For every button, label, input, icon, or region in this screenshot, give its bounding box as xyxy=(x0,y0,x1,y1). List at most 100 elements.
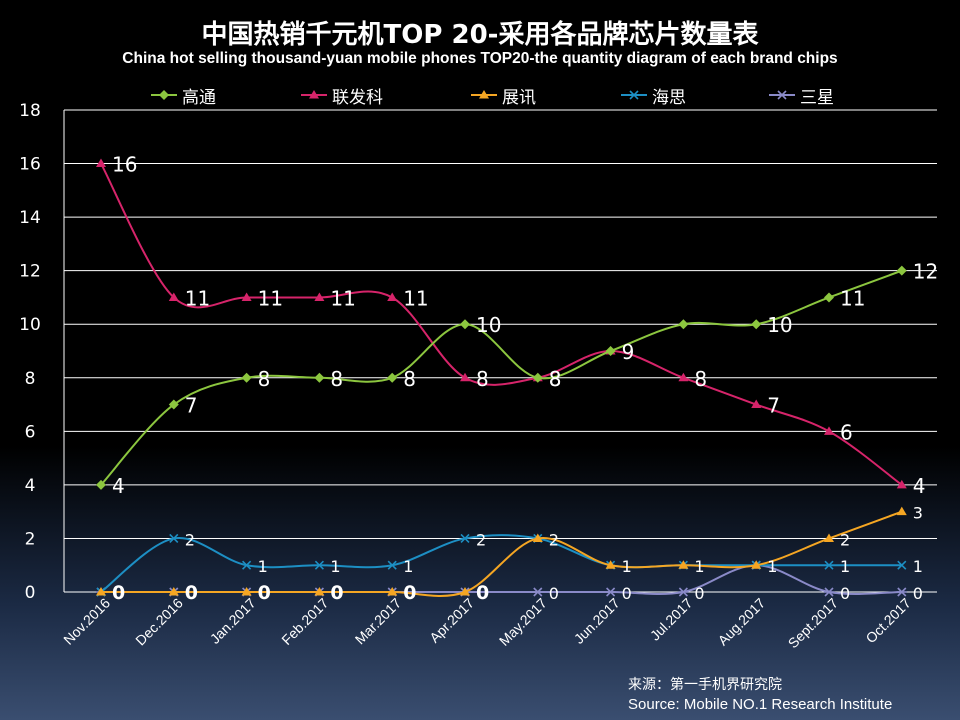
y-tick-label-6: 6 xyxy=(25,422,36,442)
point-hisilicon-2 xyxy=(242,560,252,570)
data-label-mediatek-11: 4 xyxy=(913,474,926,498)
y-tick-label-18: 18 xyxy=(19,101,41,121)
y-tick-label-14: 14 xyxy=(19,208,41,228)
point-mediatek-3 xyxy=(314,292,325,301)
point-mediatek-10 xyxy=(824,426,834,435)
point-mediatek-5 xyxy=(460,372,470,382)
point-qualcomm-1 xyxy=(168,399,179,410)
y-tick-label-10: 10 xyxy=(19,315,41,335)
data-label-samsung-11: 0 xyxy=(913,584,923,603)
x-tick-label-5: Apr.2017 xyxy=(426,595,477,646)
data-label-qualcomm-4: 8 xyxy=(403,367,416,391)
data-label-qualcomm-2: 8 xyxy=(258,367,271,391)
data-label-spreadtrum-4: 0 xyxy=(403,582,416,604)
point-qualcomm-6 xyxy=(532,372,543,383)
data-label-qualcomm-0: 4 xyxy=(112,474,125,498)
source-en: Source: Mobile NO.1 Research Institute xyxy=(628,696,893,713)
data-label-samsung-8: 0 xyxy=(694,584,704,603)
point-hisilicon-3 xyxy=(314,560,324,570)
chart-title: 中国热销千元机TOP 20-采用各品牌芯片数量表 xyxy=(201,20,759,50)
data-label-spreadtrum-1: 0 xyxy=(185,582,198,604)
legend-item-samsung: 三星 xyxy=(768,82,834,108)
point-qualcomm-10 xyxy=(824,292,834,303)
data-label-hisilicon-4: 1 xyxy=(403,557,413,576)
data-label-samsung-6: 0 xyxy=(549,584,559,603)
point-hisilicon-1 xyxy=(169,533,179,544)
point-qualcomm-11 xyxy=(896,265,907,276)
point-mediatek-4 xyxy=(387,292,398,301)
point-qualcomm-8 xyxy=(678,319,689,330)
point-samsung-6 xyxy=(532,587,543,597)
y-tick-label-16: 16 xyxy=(19,155,41,175)
data-label-qualcomm-3: 8 xyxy=(330,367,343,391)
data-label-mediatek-8: 8 xyxy=(694,367,707,391)
point-hisilicon-4 xyxy=(387,560,397,570)
legend-swatch-qualcomm xyxy=(151,90,177,100)
data-label-qualcomm-11: 12 xyxy=(913,260,938,284)
x-tick-label-7: Jun.2017 xyxy=(571,595,623,647)
legend-item-qualcomm: 高通 xyxy=(150,82,216,108)
data-label-hisilicon-1: 2 xyxy=(185,530,195,549)
data-label-qualcomm-6: 8 xyxy=(549,367,562,391)
x-tick-label-0: Nov.2016 xyxy=(60,595,113,648)
point-spreadtrum-10 xyxy=(824,533,834,542)
point-qualcomm-9 xyxy=(751,319,762,330)
legend-marker xyxy=(309,90,319,99)
point-mediatek-8 xyxy=(678,372,689,382)
point-mediatek-1 xyxy=(168,292,179,301)
point-qualcomm-0 xyxy=(96,479,106,490)
point-qualcomm-4 xyxy=(387,372,398,383)
data-label-spreadtrum-5: 0 xyxy=(476,582,489,604)
legend-marker xyxy=(777,90,787,100)
data-label-mediatek-0: 16 xyxy=(112,153,137,177)
point-qualcomm-7 xyxy=(605,346,616,356)
point-spreadtrum-3 xyxy=(314,587,325,596)
legend-swatch-samsung xyxy=(769,90,795,100)
data-label-spreadtrum-11: 3 xyxy=(913,504,923,523)
legend-swatch-hisilicon xyxy=(621,90,647,100)
data-label-mediatek-9: 7 xyxy=(767,394,780,418)
point-samsung-8 xyxy=(678,587,689,597)
data-label-qualcomm-10: 11 xyxy=(840,286,865,310)
point-spreadtrum-1 xyxy=(168,587,179,596)
point-mediatek-2 xyxy=(241,292,252,301)
point-qualcomm-2 xyxy=(241,372,252,383)
legend-item-hisilicon: 海思 xyxy=(620,82,686,108)
x-tick-label-10: Sept.2017 xyxy=(785,595,842,652)
data-label-mediatek-2: 11 xyxy=(258,286,283,310)
y-tick-label-2: 2 xyxy=(25,529,36,549)
legend-item-spreadtrum: 展讯 xyxy=(470,82,536,108)
legend-swatch-mediatek xyxy=(301,90,327,99)
y-tick-label-0: 0 xyxy=(25,583,36,603)
source-cn: 来源：第一手机界研究院 xyxy=(628,677,782,693)
point-hisilicon-11 xyxy=(897,560,907,570)
point-spreadtrum-9 xyxy=(751,560,762,569)
legend-label-spreadtrum: 展讯 xyxy=(502,87,536,108)
data-label-hisilicon-11: 1 xyxy=(913,557,923,576)
point-samsung-10 xyxy=(824,587,834,597)
x-tick-label-2: Jan.2017 xyxy=(207,595,259,647)
data-label-mediatek-6: 8 xyxy=(549,367,562,391)
data-label-spreadtrum-6: 2 xyxy=(549,530,559,549)
data-label-spreadtrum-2: 0 xyxy=(258,582,271,604)
data-label-spreadtrum-3: 0 xyxy=(330,582,343,604)
data-label-samsung-7: 0 xyxy=(622,584,632,603)
data-label-hisilicon-8: 1 xyxy=(694,557,704,576)
chart-subtitle: China hot selling thousand-yuan mobile p… xyxy=(122,50,838,67)
legend-item-mediatek: 联发科 xyxy=(300,82,383,108)
legend-label-qualcomm: 高通 xyxy=(182,87,216,108)
series-line-spreadtrum xyxy=(101,510,903,597)
data-label-mediatek-5: 8 xyxy=(476,367,489,391)
point-qualcomm-3 xyxy=(314,372,325,383)
legend-swatch-spreadtrum xyxy=(471,90,497,99)
source-note: 来源：第一手机界研究院 Source: Mobile NO.1 Research… xyxy=(628,676,892,714)
chart-legend: 高通 联发科 展讯 海思 三星 xyxy=(150,82,910,108)
point-spreadtrum-11 xyxy=(896,506,907,516)
x-tick-label-6: May.2017 xyxy=(496,595,550,649)
data-label-qualcomm-1: 7 xyxy=(185,394,198,418)
point-mediatek-9 xyxy=(751,399,762,409)
point-spreadtrum-7 xyxy=(605,560,616,569)
point-spreadtrum-4 xyxy=(387,587,398,596)
data-label-qualcomm-5: 10 xyxy=(476,313,501,337)
